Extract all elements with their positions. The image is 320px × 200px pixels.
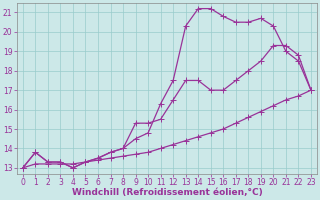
X-axis label: Windchill (Refroidissement éolien,°C): Windchill (Refroidissement éolien,°C) xyxy=(72,188,262,197)
